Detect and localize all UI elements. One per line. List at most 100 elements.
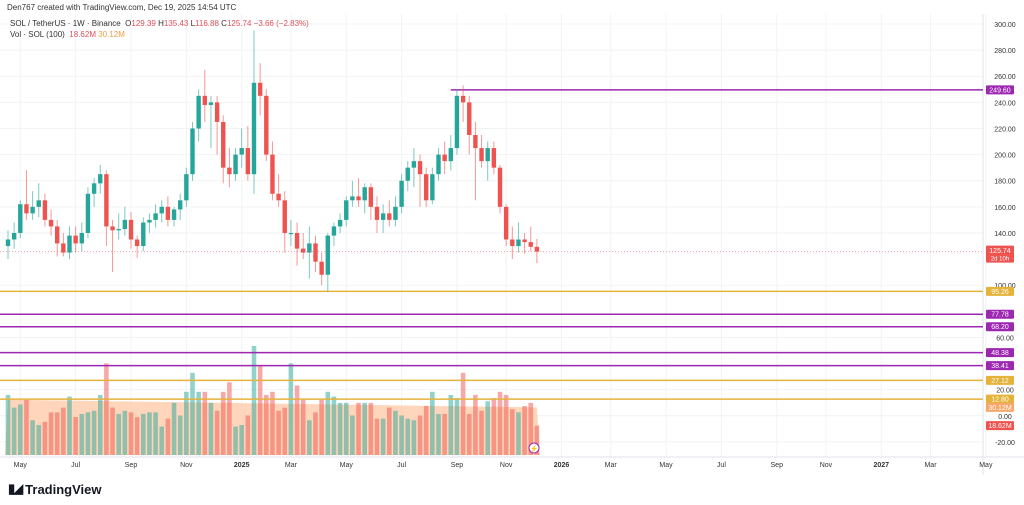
close-label: C — [221, 19, 227, 28]
candle-body — [350, 196, 355, 201]
volume-bar — [73, 417, 78, 455]
change-value: −3.66 (−2.83%) — [253, 19, 309, 28]
volume-bar — [257, 364, 263, 455]
level-price-label: 12.80 — [991, 397, 1009, 404]
volume-title[interactable]: Vol · SOL (100) — [10, 30, 65, 39]
level-price-label-bg — [986, 361, 1014, 371]
volume-bar — [522, 406, 527, 455]
volume-bar — [270, 391, 275, 455]
price-tick-label: 0.00 — [998, 414, 1012, 421]
symbol-title[interactable]: SOL / TetherUS · 1W · Binance — [10, 19, 121, 28]
candle-body — [307, 243, 312, 253]
price-tick-label: 180.00 — [994, 179, 1016, 186]
volume-bar — [516, 412, 521, 455]
candle-body — [221, 121, 226, 168]
candle-body — [485, 148, 490, 162]
price-chart[interactable]: 300.00 280.00 260.00 240.00 220.00 200.00 180.… — [0, 0, 1024, 475]
time-tick-label: Sep — [771, 462, 784, 469]
candle-body — [171, 209, 177, 220]
volume-bar — [411, 420, 417, 455]
credit-text: Den767 created with TradingView.com, Dec… — [7, 3, 237, 12]
volume-bar — [220, 391, 226, 455]
volume-bar — [466, 413, 472, 455]
level-price-label: 95.26 — [991, 289, 1009, 296]
time-tick-label: 2025 — [234, 462, 250, 469]
candle-body — [282, 200, 287, 233]
level-price-label: 68.20 — [991, 324, 1009, 331]
low-value: 116.88 — [195, 19, 219, 28]
price-tick-label: 20.00 — [996, 388, 1014, 395]
price-tick-label: 300.00 — [994, 22, 1016, 29]
candle-body — [276, 193, 281, 201]
volume-bar — [503, 394, 509, 455]
candle-body — [24, 204, 29, 214]
candle-body — [380, 213, 386, 220]
candle-body — [522, 239, 527, 243]
candle-body — [11, 232, 17, 240]
volume-bar — [214, 410, 220, 455]
candle-body — [491, 148, 497, 168]
candle-body — [270, 154, 275, 194]
volume-bar — [159, 426, 165, 455]
volume-bar — [61, 407, 66, 455]
candle-body — [294, 232, 300, 249]
volume-bar — [79, 413, 85, 455]
candle-body — [374, 206, 380, 220]
candle-body — [313, 243, 318, 262]
candle-body — [356, 196, 361, 201]
candle-body — [116, 229, 121, 231]
volume-bar — [300, 399, 306, 455]
price-tick-label: 200.00 — [994, 153, 1016, 160]
tradingview-logo-icon: ▮◢ — [8, 481, 23, 496]
volume-last-label-bg — [986, 421, 1014, 431]
candle-body — [48, 219, 54, 227]
candle-body — [147, 219, 152, 223]
volume-bar — [331, 396, 337, 455]
candle-body — [325, 235, 330, 275]
time-tick-label: Sep — [125, 462, 138, 469]
chart-legend: SOL / TetherUS · 1W · Binance O129.39 H1… — [10, 18, 309, 40]
volume-bar — [67, 396, 72, 455]
candle-body — [319, 261, 324, 275]
volume-bar — [128, 412, 134, 455]
volume-bar — [91, 410, 97, 455]
candle-body — [104, 174, 109, 227]
tradingview-logo[interactable]: ▮◢ TradingView — [8, 481, 102, 497]
open-value: 129.39 — [131, 19, 156, 28]
time-tick-label: Jul — [71, 462, 80, 469]
volume-last-label: 18.62M — [988, 423, 1012, 430]
volume-bar — [423, 406, 429, 455]
candle-body — [503, 206, 509, 240]
volume-bar — [405, 418, 411, 455]
candle-body — [190, 128, 195, 175]
candle-body — [405, 167, 410, 181]
level-price-label: 27.12 — [991, 378, 1009, 385]
candle-body — [399, 180, 404, 207]
volume-bar — [5, 394, 11, 455]
lightning-icon[interactable] — [528, 442, 540, 454]
open-label: O — [125, 19, 132, 28]
candle-body — [214, 102, 220, 122]
candle-body — [227, 167, 232, 175]
time-tick-label: May — [659, 462, 673, 469]
volume-bar — [208, 402, 214, 455]
volume-bar — [485, 401, 490, 455]
candle-body — [122, 219, 128, 230]
level-price-label: 249.60 — [989, 87, 1011, 94]
volume-bar — [48, 412, 54, 455]
candle-body — [18, 204, 23, 233]
time-tick-label: Mar — [924, 462, 937, 469]
volume-bar — [239, 424, 244, 455]
volume-ma-label-bg — [986, 402, 1014, 412]
candle-body — [411, 161, 417, 168]
candle-body — [73, 235, 78, 244]
volume-bar — [497, 391, 503, 455]
time-tick-label: Mar — [285, 462, 298, 469]
volume-bar — [362, 402, 367, 455]
candle-body — [55, 226, 60, 244]
volume-bar — [442, 413, 447, 455]
candle-body — [79, 232, 84, 244]
level-price-label-bg — [986, 309, 1014, 319]
volume-bar — [325, 391, 331, 455]
close-value: 125.74 — [226, 19, 252, 28]
